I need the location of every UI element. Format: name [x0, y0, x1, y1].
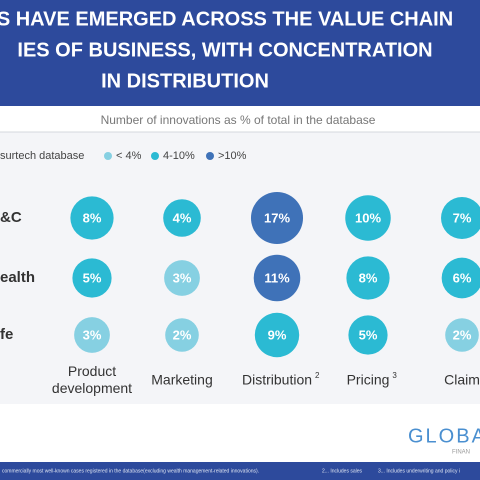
bubble — [348, 315, 388, 355]
logo-sub: FINAN — [452, 450, 470, 456]
footnote: 3... Includes underwriting and policy i — [378, 468, 460, 474]
value-label: 8% — [83, 210, 102, 225]
bubble — [345, 195, 391, 241]
bubble — [346, 256, 390, 300]
value-label: 8% — [359, 270, 378, 285]
column-label-line: Product — [68, 363, 116, 379]
column-note: 3 — [392, 371, 397, 380]
value-label: 5% — [83, 270, 102, 285]
title-line: IN DISTRIBUTION — [101, 70, 269, 92]
column-label: Distribution — [242, 372, 312, 388]
logo: GLOBA — [408, 425, 480, 447]
legend-title: surtech database — [0, 150, 84, 162]
value-label: 7% — [453, 210, 472, 225]
bubble — [165, 318, 199, 352]
bubble — [164, 260, 200, 296]
title-line: IES OF BUSINESS, WITH CONCENTRATION — [17, 39, 432, 61]
bubble — [254, 312, 300, 358]
row-label: ealth — [0, 269, 35, 286]
value-label: 5% — [359, 327, 378, 342]
bubble — [163, 199, 201, 237]
value-label: 17% — [264, 210, 290, 225]
subtitle: Number of innovations as % of total in t… — [101, 113, 376, 127]
legend-label: 4-10% — [163, 150, 195, 162]
value-label: 3% — [83, 327, 102, 342]
column-label-line: development — [52, 380, 132, 396]
bubble — [441, 257, 480, 299]
row-label: &C — [0, 209, 22, 226]
column-label: Marketing — [151, 372, 212, 388]
legend-swatch — [151, 152, 159, 160]
column-note: 2 — [315, 371, 320, 380]
bubble — [70, 196, 114, 240]
value-label: 4% — [173, 210, 192, 225]
footer-band — [0, 462, 480, 480]
bubble — [72, 258, 112, 298]
legend-label: >10% — [218, 150, 247, 162]
value-label: 10% — [355, 210, 381, 225]
bubble — [253, 254, 301, 302]
value-label: 6% — [453, 270, 472, 285]
header-band — [0, 0, 480, 106]
bubble — [250, 191, 304, 245]
column-label: Claim — [444, 372, 480, 388]
bubble — [445, 318, 479, 352]
title-line: S HAVE EMERGED ACROSS THE VALUE CHAIN — [0, 8, 453, 30]
bubble — [441, 197, 480, 239]
value-label: 9% — [268, 327, 287, 342]
legend-swatch — [206, 152, 214, 160]
value-label: 11% — [264, 270, 290, 285]
row-label: fe — [0, 326, 13, 343]
footnote: commercially most well-known cases regis… — [2, 468, 259, 474]
bubble — [74, 317, 110, 353]
column-label: Product development — [52, 363, 132, 396]
column-label: Pricing — [347, 372, 390, 388]
value-label: 2% — [173, 327, 192, 342]
legend-label: < 4% — [116, 150, 142, 162]
legend-swatch — [104, 152, 112, 160]
footnote: 2... Includes sales — [322, 468, 363, 474]
value-label: 3% — [173, 270, 192, 285]
value-label: 2% — [453, 327, 472, 342]
